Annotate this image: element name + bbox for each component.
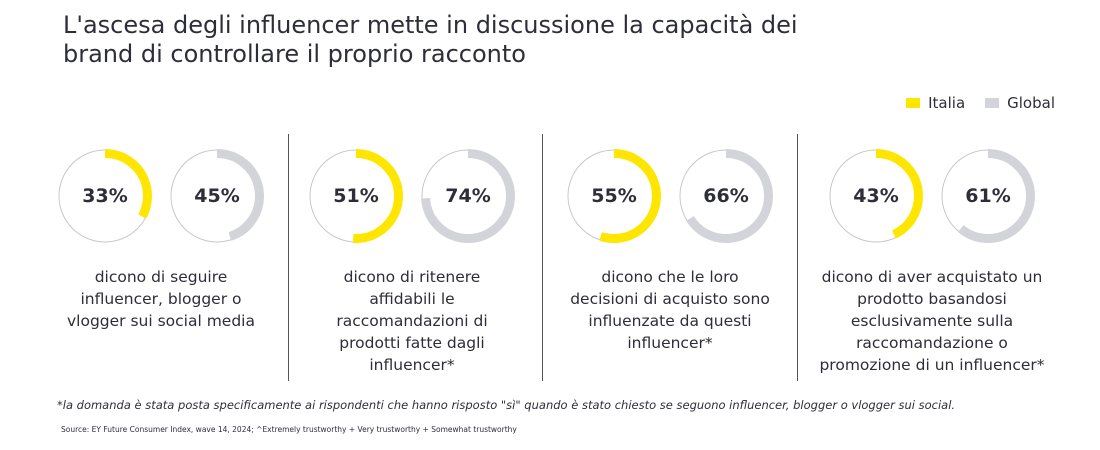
caption-4-line-2: prodotto basandosi [857,290,1007,308]
caption-2-line-5: influencer* [369,356,455,374]
caption-4-line-4: raccomandazione o [856,334,1008,352]
legend-label-global: Global [1007,94,1055,112]
caption-4-line-3: esclusivamente sulla [850,312,1014,330]
legend: Italia Global [886,94,1055,112]
caption-2-line-4: prodotti fatte dagli [339,334,485,352]
caption-3-line-1: dicono che le loro [601,268,739,286]
caption-1-line-1: dicono di seguire [94,268,228,286]
legend-label-italia: Italia [928,94,966,112]
caption-3: dicono che le loro decisioni di acquisto … [565,266,775,354]
donut-italia-1-value-label: 33% [82,185,128,207]
donut-global-1: 45% [167,146,267,246]
caption-3-line-2: decisioni di acquisto sono [570,290,770,308]
caption-1-line-2: influencer, blogger o [80,290,242,308]
caption-3-line-4: influencer* [627,334,713,352]
donut-italia-4: 43% [826,146,926,246]
caption-2-line-2: affidabili le [369,290,455,308]
caption-1: dicono di seguire influencer, blogger o vl… [51,266,271,332]
panel-divider-3 [797,134,798,381]
legend-item-italia: Italia [906,94,965,112]
donut-italia-1: 33% [55,146,155,246]
donut-global-1-value-label: 45% [194,185,240,207]
donut-italia-1-arc [58,149,152,243]
donut-global-4-arc [941,149,1035,243]
donut-italia-2-value-label: 51% [333,185,379,207]
donut-global-2: 74% [418,146,518,246]
caption-3-line-3: influenzate da questi [588,312,752,330]
donut-italia-2: 51% [306,146,406,246]
donut-global-3: 66% [676,146,776,246]
donut-global-4-value-label: 61% [965,185,1011,207]
donut-italia-4-value-label: 43% [853,185,899,207]
donut-global-4: 61% [938,146,1038,246]
donut-italia-4-arc [829,149,923,243]
caption-2-line-3: raccomandazioni di [336,312,488,330]
donut-global-1-arc [170,149,264,243]
donut-global-2-value-label: 74% [445,185,491,207]
caption-4-line-5: promozione di un influencer* [819,356,1045,374]
caption-1-line-3: vlogger sui social media [66,312,255,330]
legend-swatch-italia [906,98,921,108]
panel-divider-2 [542,134,543,381]
caption-4: dicono di aver acquistato un prodotto bas… [812,266,1052,376]
panel-divider-1 [288,134,289,381]
source-note: Source: EY Future Consumer Index, wave 1… [61,425,517,434]
donut-italia-3-value-label: 55% [591,185,637,207]
donut-global-3-value-label: 66% [703,185,749,207]
donut-global-2-arc [421,149,515,243]
legend-swatch-global [985,98,1000,108]
donut-italia-3: 55% [564,146,664,246]
donut-italia-2-arc [309,149,403,243]
donut-global-3-arc [679,149,773,243]
caption-2: dicono di ritenere affidabili le raccomand… [317,266,507,376]
caption-4-line-1: dicono di aver acquistato un [821,268,1043,286]
caption-2-line-1: dicono di ritenere [343,268,481,286]
legend-item-global: Global [985,94,1055,112]
donut-italia-3-arc [567,149,661,243]
footnote: *la domanda è stata posta specificamente… [57,398,956,412]
chart-title: L'ascesa degli influencer mette in discu… [63,11,798,68]
